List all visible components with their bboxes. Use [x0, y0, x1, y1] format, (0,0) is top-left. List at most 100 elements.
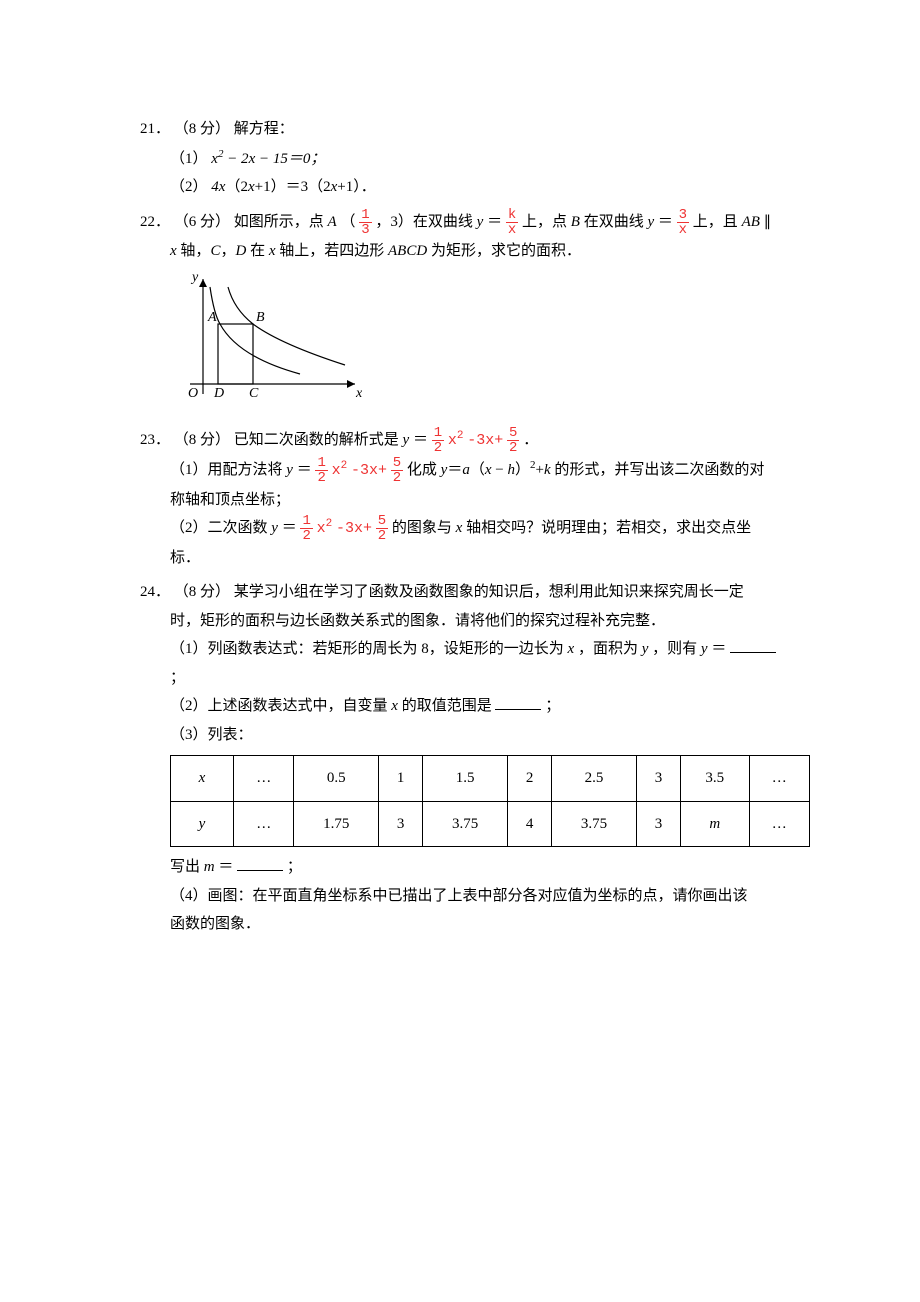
p23-y-c: y [271, 520, 278, 536]
problem-22: 22． （6 分） 如图所示，点 A （ 13 ，3）在双曲线 y ＝ kx 上… [140, 208, 790, 420]
table-cell: 2 [507, 756, 551, 802]
table-cell: … [749, 756, 809, 802]
p22-mid1: 上，点 [522, 214, 571, 230]
p23-m3xa: -3x+ [467, 432, 503, 449]
p23-y-b: y [286, 462, 293, 478]
p23-sub1-mid: 化成 [407, 462, 441, 478]
p22-figure: y x O A B D C [170, 269, 790, 420]
p23-sub1-pre: （1）用配方法将 [170, 462, 286, 478]
p23-number: 23． [140, 432, 170, 448]
p24-after-table-eq: ＝ [218, 859, 233, 875]
p22-A-after: ，3）在双曲线 [375, 214, 476, 230]
p24-line2: 时，矩形的面积与边长函数关系式的图象．请将他们的探究过程补充完整． [170, 613, 665, 629]
p24-x2: x [391, 698, 398, 714]
p24-sub4: （4）画图：在平面直角坐标系中已描出了上表中部分各对应值为坐标的点，请你画出该 [170, 888, 748, 904]
p24-points: （8 分） [174, 584, 230, 600]
table-header-y: y [171, 801, 234, 847]
table-cell: … [749, 801, 809, 847]
p22-points: （6 分） [174, 214, 230, 230]
table-cell: … [234, 756, 294, 802]
p23-sub1-suf: 的形式，并写出该二次函数的对 [554, 462, 764, 478]
p22-A-open: （ [340, 214, 355, 230]
frac-1-2b: 12 [315, 456, 327, 485]
p22-B: B [571, 214, 580, 230]
table-cell: 3 [379, 801, 423, 847]
p24-sub3: （3）列表： [170, 727, 253, 743]
table-row: x … 0.5 1 1.5 2 2.5 3 3.5 … [171, 756, 810, 802]
p23-points: （8 分） [174, 432, 230, 448]
frac-1-3: 13 [359, 208, 371, 237]
p24-sub1-mid: ，面积为 [578, 641, 642, 657]
p24-sub1-eq: ＝ [711, 641, 726, 657]
table-header-x: x [171, 756, 234, 802]
problem-23: 23． （8 分） 已知二次函数的解析式是 y ＝ 12 x2 -3x+ 52 … [140, 426, 790, 573]
p23-y: y [403, 432, 410, 448]
p24-sub1-pre: （1）列函数表达式：若矩形的周长为 8，设矩形的一边长为 [170, 641, 568, 657]
p23-eq-c: ＝ [282, 520, 297, 536]
table-cell: 3.75 [423, 801, 508, 847]
p21-number: 21． [140, 121, 170, 137]
p24-x1: x [568, 641, 575, 657]
p21-title: 解方程： [234, 121, 294, 137]
p24-m: m [204, 859, 215, 875]
p23-x2a: x2 [448, 432, 464, 449]
p24-sub2-end: ； [545, 698, 560, 714]
table-row: y … 1.75 3 3.75 4 3.75 3 m … [171, 801, 810, 847]
fig-B: B [256, 310, 265, 325]
p24-number: 24． [140, 584, 170, 600]
p24-sub2-pre: （2）上述函数表达式中，自变量 [170, 698, 391, 714]
table-cell: 3 [636, 801, 680, 847]
p23-xaxis: x [456, 520, 463, 536]
table-cell: 3.5 [681, 756, 749, 802]
p23-eq-b: ＝ [297, 462, 312, 478]
p24-y1b: y [701, 641, 708, 657]
p24-after-table-pre: 写出 [170, 859, 204, 875]
fig-C: C [249, 386, 259, 401]
p22-number: 22． [140, 214, 170, 230]
table-cell: 2.5 [552, 756, 637, 802]
p24-sub1-end: ； [170, 670, 185, 686]
p22-mid2: 在双曲线 [584, 214, 648, 230]
p23-sub2-suf: 轴相交吗？说明理由；若相交，求出交点坐 [466, 520, 751, 536]
fig-A: A [207, 310, 217, 325]
fig-x-label: x [355, 386, 363, 401]
p22-eq1: ＝ [487, 214, 502, 230]
table-cell: m [681, 801, 749, 847]
problem-21: 21． （8 分） 解方程： （1） x2 − 2x − 15＝0； （2） 4… [140, 115, 790, 202]
p21-eq2: 4x [211, 179, 225, 195]
frac-1-2a: 12 [432, 426, 444, 455]
p23-x2b: x2 [332, 462, 348, 479]
p21-eq1: x2 − 2x − 15＝0； [211, 151, 325, 167]
table-cell: 3.75 [552, 801, 637, 847]
p23-sub2-pre: （2）二次函数 [170, 520, 271, 536]
p22-y2: y [647, 214, 654, 230]
p23-m3xb: -3x+ [351, 462, 387, 479]
frac-3-x: 3x [677, 208, 689, 237]
p21-sub2-label: （2） [170, 179, 208, 195]
p24-y1: y [642, 641, 649, 657]
p22-y1: y [477, 214, 484, 230]
p24-blank3[interactable] [237, 854, 283, 872]
table-cell: 3 [636, 756, 680, 802]
p24-sub1-suf: ，则有 [652, 641, 701, 657]
fig-y-label: y [190, 270, 199, 285]
p24-sub4-line2: 函数的图象． [170, 916, 260, 932]
frac-5-2c: 52 [376, 514, 388, 543]
p22-x: x [170, 243, 177, 259]
fig-O: O [188, 386, 198, 401]
p23-pre: 已知二次函数的解析式是 [234, 432, 403, 448]
p23-sub2-mid: 的图象与 [392, 520, 456, 536]
p24-blank1[interactable] [730, 636, 776, 654]
fig-D: D [213, 386, 224, 401]
p22-A: A [328, 214, 337, 230]
frac-5-2b: 52 [391, 456, 403, 485]
p21-sub1-label: （1） [170, 151, 208, 167]
p23-dot: ． [523, 432, 538, 448]
p24-blank2[interactable] [495, 693, 541, 711]
p23-m3xc: -3x+ [336, 520, 372, 537]
p24-sub2-suf: 的取值范围是 [402, 698, 492, 714]
frac-5-2a: 52 [507, 426, 519, 455]
frac-k-x: kx [506, 208, 518, 237]
p22-line2: 轴，C，D 在 x 轴上，若四边形 ABCD 为矩形，求它的面积． [180, 243, 581, 259]
p24-line1: 某学习小组在学习了函数及函数图象的知识后，想利用此知识来探究周长一定 [234, 584, 744, 600]
